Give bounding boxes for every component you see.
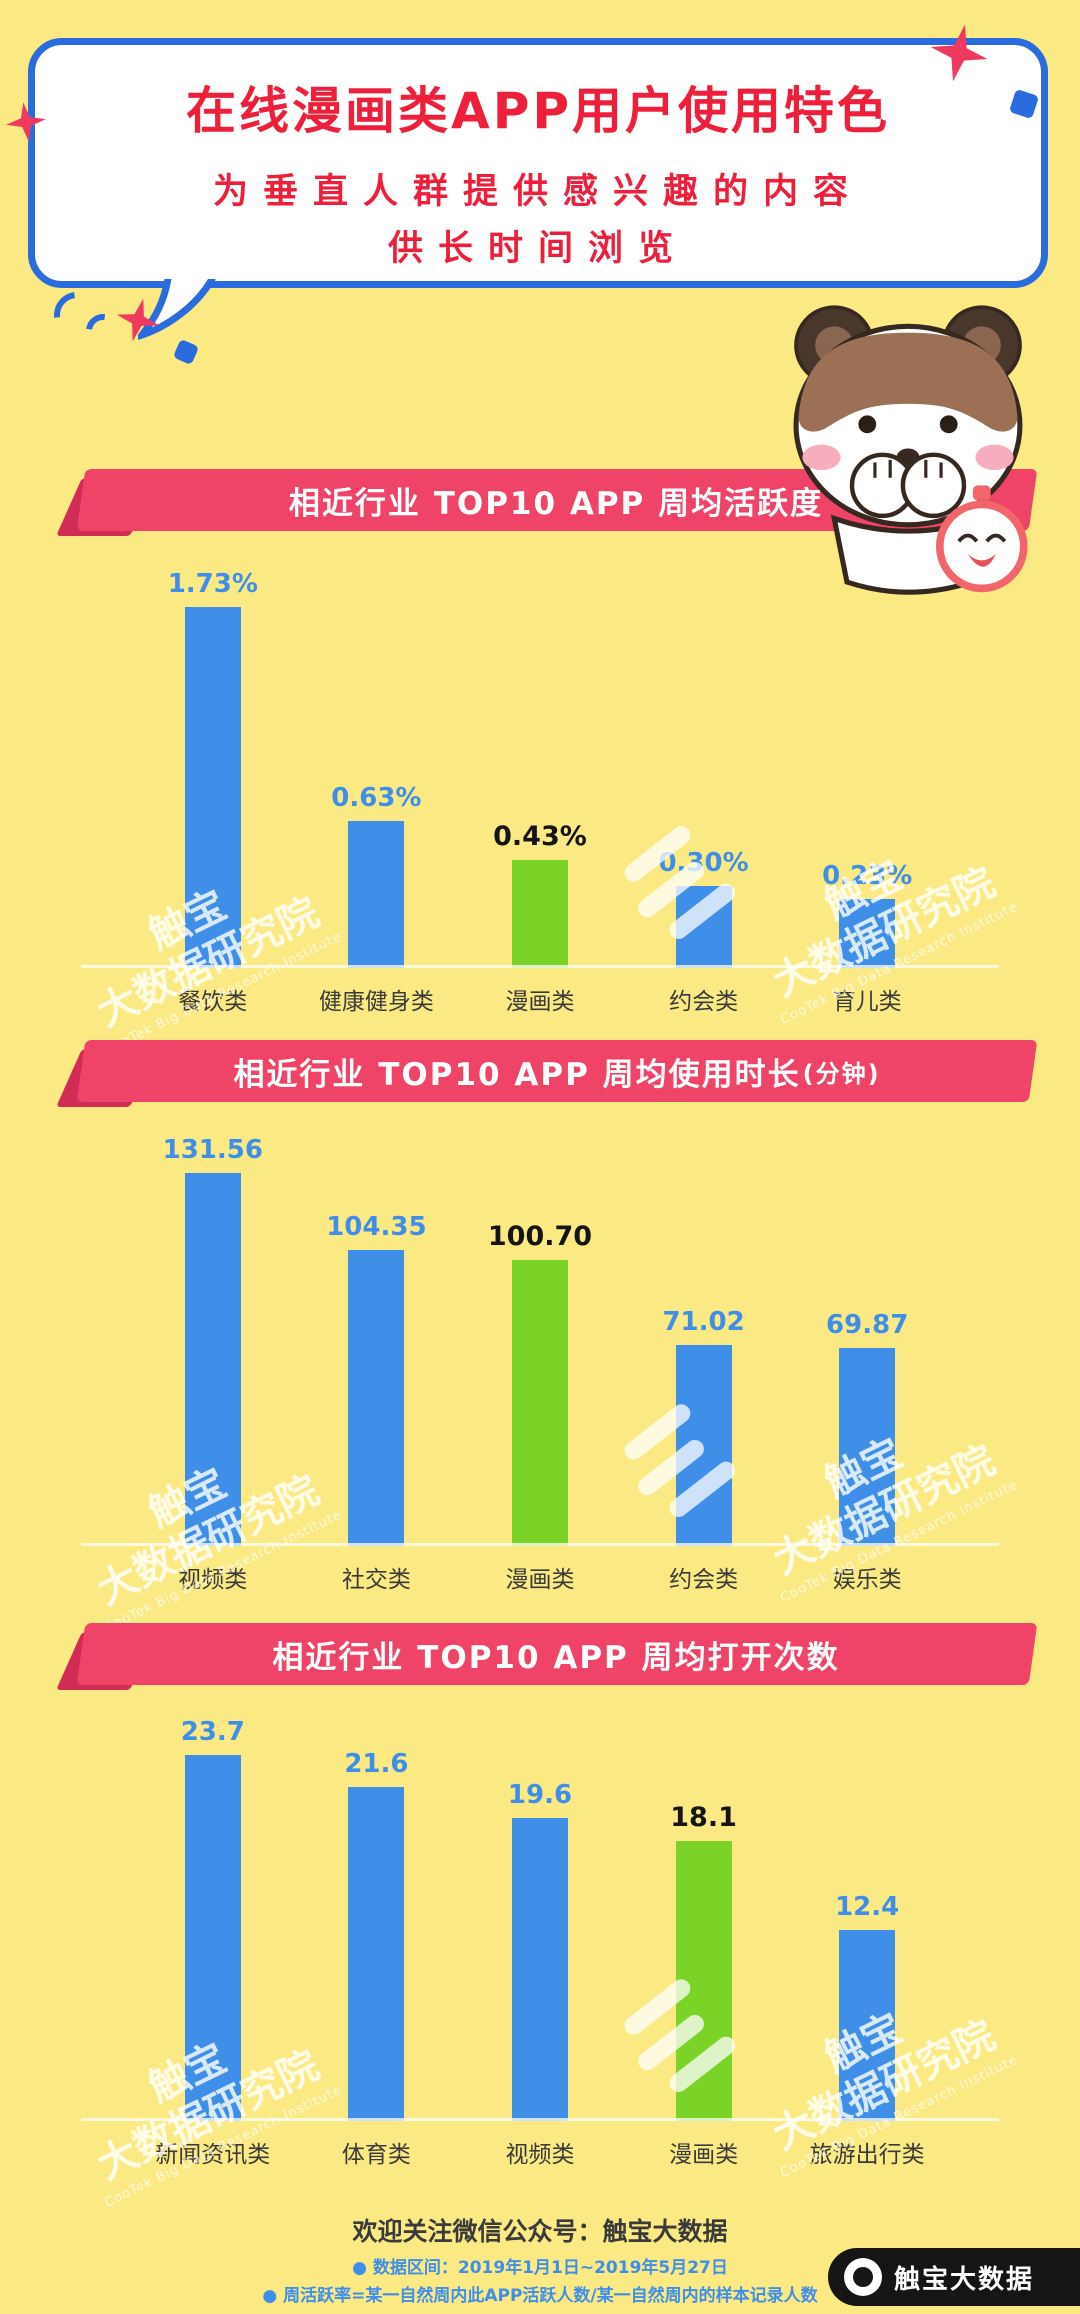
highlight-bar [511,860,568,968]
highlight-bar [675,1841,732,2121]
bar-category-label: 餐饮类 [178,989,248,1015]
chart-baseline [81,2118,999,2121]
bar-column: 12.4 旅游出行类 [785,1892,949,2179]
bar-category-label: 视频类 [505,2142,575,2168]
chart-title-text: 相近行业 TOP10 APP 周均活跃度 [288,485,824,522]
bar-category-label: 漫画类 [669,2142,739,2168]
header-speech-bubble: 在线漫画类APP用户使用特色 为垂直人群提供感兴趣的内容 供长时间浏览 [28,38,1048,288]
bar-category-label: 约会类 [669,989,739,1015]
bar-value-label: 0.63% [331,783,422,813]
bar [675,1345,732,1546]
bar [348,1250,405,1546]
bar-column: 100.70 漫画类 [458,1221,622,1604]
brand-badge-label: 触宝大数据 [894,2264,1035,2295]
bar-column: 1.73% 餐饮类 [131,569,295,1026]
page-subtitle-line1: 为垂直人群提供感兴趣的内容 [212,172,863,212]
bar [184,1755,241,2121]
bullet-icon: ● [352,2258,367,2278]
chart-banner: 相近行业 TOP10 APP 周均活跃度 [56,469,1038,536]
bar-value-label: 71.02 [662,1307,745,1337]
bar [839,899,896,968]
chart-banner: 相近行业 TOP10 APP 周均使用时长 (分钟) [56,1040,1038,1107]
chart-section-weekly-usage-time: 相近行业 TOP10 APP 周均使用时长 (分钟) 触宝 大数据研究院 CooTe… [0,1040,1080,1636]
bar-category-label: 约会类 [669,1567,739,1593]
page-title: 在线漫画类APP用户使用特色 [186,82,890,140]
raccoon-mascot-illustration [768,292,1048,614]
bullet-icon: ● [262,2286,278,2306]
bar-chart-weekly-open-count: 触宝 大数据研究院 CooTek Big Data Research Institu… [81,1691,1020,2211]
chart-banner: 相近行业 TOP10 APP 周均打开次数 [56,1623,1038,1690]
brand-logo-icon [844,2258,882,2296]
chart-title-text: 相近行业 TOP10 APP 周均打开次数 [272,1639,840,1676]
bar-value-label: 0.23% [822,861,913,891]
chart-baseline [81,965,999,968]
chart-section-weekly-open-count: 相近行业 TOP10 APP 周均打开次数 触宝 大数据研究院 CooTek Big… [0,1623,1080,2211]
highlight-bar [511,1260,568,1546]
bar-value-label: 19.6 [507,1780,573,1810]
bar-category-label: 社交类 [341,1567,411,1593]
bar-value-label: 1.73% [167,569,258,599]
speech-bubble-tail [138,279,216,341]
bar [184,607,241,968]
bar-column: 19.6 视频类 [458,1780,622,2179]
bar [348,1787,405,2121]
bar-value-label: 12.4 [835,1892,900,1922]
bar-column: 23.7 新闻资讯类 [131,1717,295,2179]
chart-title-suffix: (分钟) [802,1059,881,1088]
bar-column: 18.1 漫画类 [622,1802,786,2179]
bar-value-label: 131.56 [162,1135,263,1165]
bar [839,1348,896,1546]
chart-title-text: 相近行业 TOP10 APP 周均使用时长 [233,1056,801,1093]
bar-column: 71.02 约会类 [622,1307,786,1604]
bar-value-label: 104.35 [326,1212,427,1242]
chart-title: 相近行业 TOP10 APP 周均使用时长 (分钟) [81,1040,1033,1102]
bar-column: 0.43% 漫画类 [458,821,622,1026]
bar-category-label: 旅游出行类 [809,2142,925,2168]
bar-value-label: 100.70 [487,1221,593,1252]
bar-category-label: 娱乐类 [832,1567,902,1593]
bar-category-label: 体育类 [341,2142,411,2168]
bar-chart-weekly-usage-time: 触宝 大数据研究院 CooTek Big Data Research Institu… [81,1108,1020,1636]
bar-value-label: 0.43% [493,821,587,852]
data-range-text: 数据区间：2019年1月1日~2019年5月27日 [372,2258,728,2278]
bar-category-label: 育儿类 [832,989,902,1015]
chart-baseline [81,1543,999,1546]
bar-value-label: 69.87 [826,1310,909,1340]
data-range-note: ● 数据区间：2019年1月1日~2019年5月27日 [0,2253,1080,2278]
bar [839,1930,896,2121]
metric-definition-text: 周活跃率=某一自然周内此APP活跃人数/某一自然周内的样本记录人数 [283,2286,818,2306]
bar-column: 0.23% 育儿类 [785,861,949,1026]
chart-title: 相近行业 TOP10 APP 周均活跃度 [81,469,1033,531]
bar [184,1173,241,1546]
bar [511,1818,568,2121]
bar-column: 104.35 社交类 [295,1212,459,1604]
wechat-follow-line: 欢迎关注微信公众号：触宝大数据 [352,2217,728,2246]
bar-category-label: 健康健身类 [318,989,434,1015]
chart-title: 相近行业 TOP10 APP 周均打开次数 [81,1623,1033,1685]
bar-value-label: 0.30% [658,848,749,878]
bar-category-label: 漫画类 [505,1567,575,1593]
bar-column: 131.56 视频类 [131,1135,295,1604]
bar-value-label: 21.6 [344,1749,409,1779]
bar [675,886,732,968]
bar-column: 0.63% 健康健身类 [295,783,459,1026]
bar-category-label: 新闻资讯类 [155,2142,271,2168]
clock-icon [935,485,1028,593]
bar-value-label: 18.1 [670,1802,737,1833]
raccoon-mascot-icon [793,305,1028,595]
bar-category-label: 视频类 [178,1567,248,1593]
page-subtitle-line2: 供长时间浏览 [387,229,688,269]
bar-category-label: 漫画类 [505,989,575,1015]
bar-column: 69.87 娱乐类 [785,1310,949,1604]
bar-value-label: 23.7 [180,1717,245,1747]
bar [348,821,405,968]
bar-column: 0.30% 约会类 [622,848,786,1026]
bar-column: 21.6 体育类 [295,1749,459,2179]
brand-badge: 触宝大数据 [828,2248,1080,2306]
metric-definition-note: ● 周活跃率=某一自然周内此APP活跃人数/某一自然周内的样本记录人数 [0,2281,1080,2306]
